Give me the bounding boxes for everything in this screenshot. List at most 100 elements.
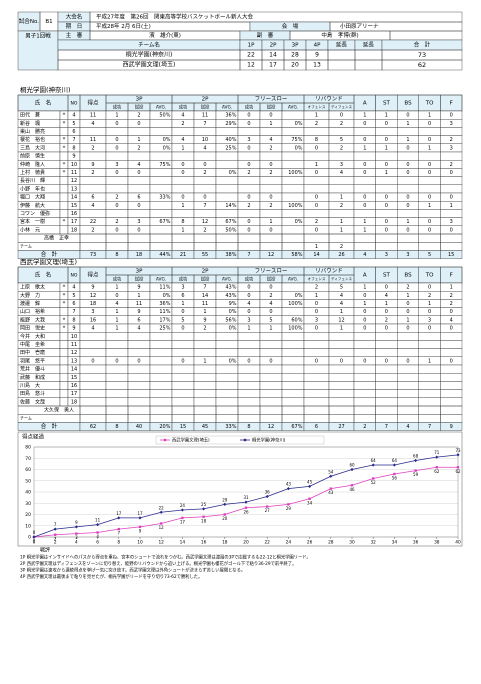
cell: [418, 151, 441, 161]
point: [223, 513, 226, 516]
point-label: 7: [118, 531, 121, 536]
venue-label: 会 場: [282, 22, 299, 30]
stat-value: 2: [340, 203, 343, 209]
cell: [440, 241, 463, 251]
h-single-label: F: [450, 273, 453, 279]
cell: [303, 414, 330, 423]
stat-value: 29%: [225, 121, 236, 127]
point: [308, 484, 312, 488]
stat-value: 0: [385, 227, 388, 233]
cell: [193, 176, 217, 186]
player-name: コワン 優弥: [20, 210, 50, 217]
cell: [193, 373, 217, 382]
cell: [149, 405, 173, 415]
cell: [303, 151, 330, 161]
cell: [79, 184, 107, 194]
cell: [79, 397, 107, 407]
point-label: 54: [328, 469, 334, 474]
stat-value: 33%: [159, 195, 170, 201]
stat-value: 0: [247, 293, 250, 299]
stat-value: 1: [428, 203, 431, 209]
cell: [259, 340, 283, 349]
stat-value: 2: [91, 227, 94, 233]
cell: [397, 340, 420, 349]
stat-value: 0%: [163, 137, 171, 143]
stat-value: 7: [247, 252, 250, 258]
cell: [259, 381, 283, 390]
cell: [281, 332, 305, 341]
cell: [127, 332, 151, 341]
cell: [440, 405, 463, 415]
x-tick-label: 38: [434, 540, 440, 546]
stat-value: 14%: [225, 203, 236, 209]
cell: [418, 348, 441, 358]
player-no: 7: [72, 309, 75, 315]
cell: [193, 241, 217, 251]
player-no: 15: [71, 203, 77, 209]
cell: [281, 340, 305, 349]
stat-value: 0: [340, 358, 343, 364]
cell: [149, 340, 173, 349]
player-no: 18: [71, 227, 77, 233]
cell: [259, 364, 283, 374]
cell: [281, 241, 305, 251]
stat-value: 0: [428, 309, 431, 315]
stat-value: 43%: [225, 285, 236, 291]
stat-value: 40: [136, 424, 142, 430]
h-single-label: TO: [425, 101, 434, 107]
cell: [149, 381, 173, 390]
cell: [127, 397, 151, 407]
cell: [397, 414, 420, 423]
cell: [281, 282, 305, 292]
cell: [59, 184, 69, 194]
x-tick-label: 18: [222, 540, 228, 546]
cell: [353, 209, 376, 218]
cell: [193, 381, 217, 390]
stat-value: 100%: [288, 301, 303, 307]
cell: [259, 241, 283, 251]
cell: [281, 364, 305, 374]
cell: [418, 414, 441, 423]
stat-value: 5: [269, 317, 272, 323]
h-single-label: ST: [383, 273, 390, 279]
score-cell: [327, 49, 356, 61]
player-name: 仲崎 隆人: [20, 161, 45, 168]
point-label: 45: [307, 479, 313, 484]
stat-value: 18: [90, 301, 96, 307]
stat-value: 0: [269, 309, 272, 315]
x-tick-label: 30: [349, 540, 355, 546]
cell: [440, 233, 463, 243]
cell: [328, 414, 355, 423]
stat-value: 0: [428, 170, 431, 176]
player-no: 6: [72, 301, 75, 307]
cell: [281, 184, 305, 194]
stat-value: 50%: [159, 113, 170, 119]
player-no: 7: [72, 137, 75, 143]
stat-value: 15: [448, 252, 454, 258]
stat-value: 9: [137, 285, 140, 291]
score-cell: [354, 49, 383, 61]
starter-mark: *: [63, 162, 66, 168]
cell: [127, 373, 151, 382]
period-score: 20: [291, 62, 299, 69]
point: [286, 487, 290, 491]
stat-value: 4: [340, 293, 343, 299]
stat-value: 4: [406, 424, 409, 430]
cell: [105, 389, 129, 399]
point-label: 17: [137, 511, 143, 516]
team-name: 桐光学園(神奈川): [20, 85, 71, 94]
stat-value: 0%: [229, 326, 237, 332]
player-no: 4: [72, 113, 75, 119]
stat-value: 0: [363, 137, 366, 143]
cell: [127, 414, 151, 423]
stat-value: 3: [450, 121, 453, 127]
h-single-label: F: [450, 101, 453, 107]
stat-value: 0: [406, 170, 409, 176]
cell: [105, 340, 129, 349]
stat-value: 75%: [291, 137, 302, 143]
player-no: 6: [72, 129, 75, 135]
h-sub-label: 試投: [267, 104, 276, 111]
cell: [353, 127, 376, 136]
period-score: 28: [291, 52, 299, 59]
stat-value: 0: [115, 227, 118, 233]
